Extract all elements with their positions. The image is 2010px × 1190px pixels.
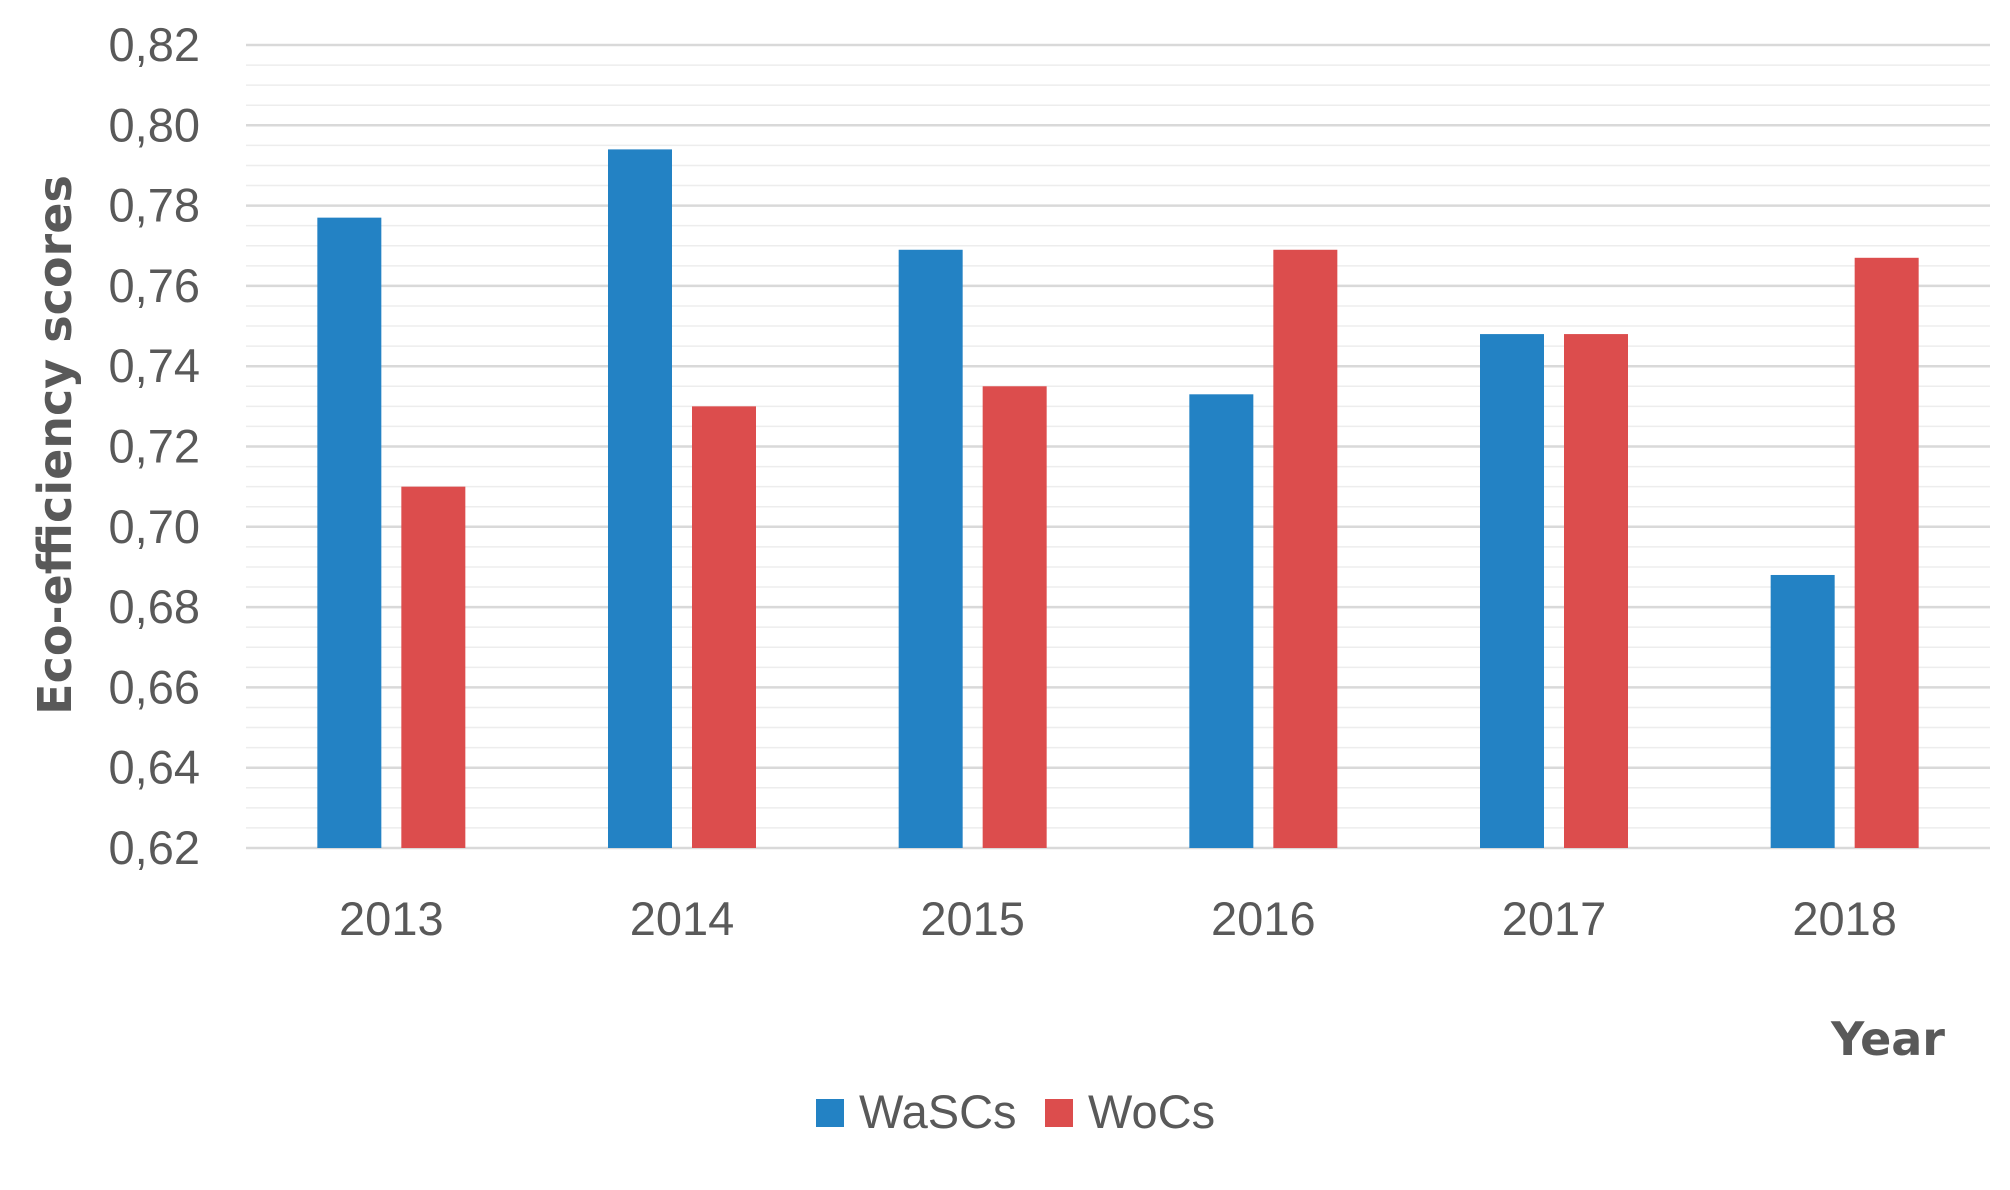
x-tick-label: 2017: [1502, 892, 1607, 945]
bar-wascs-2018: [1770, 574, 1835, 848]
y-tick-label: 0,72: [109, 420, 200, 473]
y-tick-label: 0,82: [109, 18, 200, 71]
bar-wocs-2015: [982, 386, 1047, 848]
y-tick-label: 0,80: [109, 98, 200, 151]
bar-wascs-2013: [317, 217, 382, 848]
y-axis-ticks: 0,62 0,64 0,66 0,68 0,70 0,72 0,74 0,76 0,78 0,80…: [109, 18, 200, 874]
y-tick-label: 0,62: [109, 821, 200, 874]
y-tick-label: 0,64: [109, 741, 200, 794]
x-tick-label: 2015: [920, 892, 1025, 945]
legend-swatch-wascs: [816, 1099, 844, 1127]
bar-wocs-2014: [692, 406, 756, 848]
y-tick-label: 0,70: [109, 500, 200, 553]
y-axis-title: Eco-efficiency scores: [28, 175, 82, 715]
y-tick-label: 0,66: [109, 660, 200, 713]
x-tick-label: 2014: [630, 892, 735, 945]
bar-wocs-2013: [401, 486, 466, 848]
x-tick-label: 2018: [1792, 892, 1897, 945]
x-axis-title: Year: [1830, 1012, 1945, 1066]
bar-wascs-2016: [1189, 394, 1254, 848]
gridlines: [246, 43, 1990, 850]
y-tick-label: 0,68: [109, 580, 200, 633]
y-tick-label: 0,76: [109, 259, 200, 312]
bar-wascs-2017: [1480, 334, 1544, 849]
x-tick-label: 2013: [339, 892, 444, 945]
bars: [317, 149, 1919, 849]
bar-wocs-2017: [1564, 334, 1628, 849]
legend-swatch-wocs: [1045, 1099, 1073, 1127]
legend: WaSCs WoCs: [816, 1085, 1215, 1138]
x-axis-ticks: 2013 2014 2015 2016 2017 2018: [339, 892, 1897, 945]
bar-wocs-2016: [1273, 249, 1338, 848]
legend-label-wascs: WaSCs: [859, 1085, 1017, 1138]
y-tick-label: 0,78: [109, 179, 200, 232]
y-tick-label: 0,74: [109, 339, 200, 392]
legend-label-wocs: WoCs: [1088, 1085, 1215, 1138]
bar-wocs-2018: [1854, 257, 1919, 848]
bar-wascs-2014: [608, 149, 672, 848]
x-tick-label: 2016: [1211, 892, 1316, 945]
bar-wascs-2015: [898, 249, 963, 848]
